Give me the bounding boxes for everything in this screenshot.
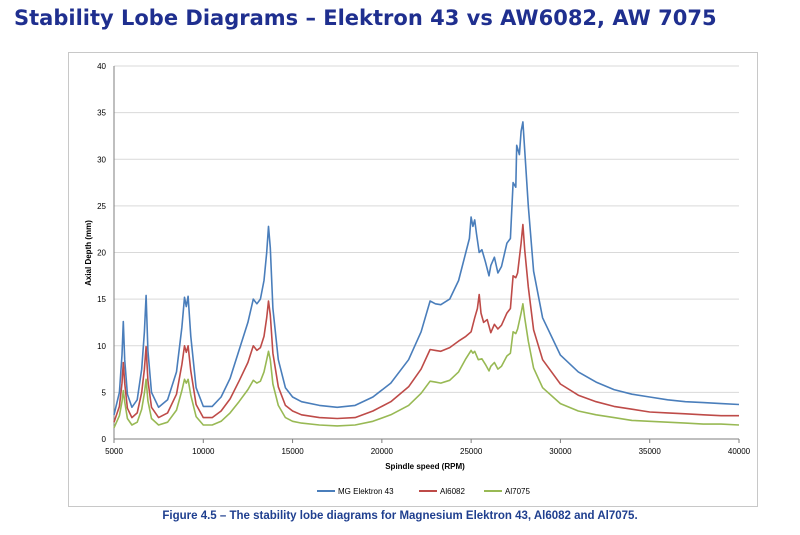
x-tick-label: 5000 bbox=[105, 447, 123, 456]
y-tick-label: 30 bbox=[97, 155, 106, 164]
legend-label: MG Elektron 43 bbox=[338, 487, 394, 496]
y-tick-label: 10 bbox=[97, 342, 106, 351]
y-tick-label: 15 bbox=[97, 295, 106, 304]
y-tick-label: 20 bbox=[97, 249, 106, 258]
legend-label: Al6082 bbox=[440, 487, 465, 496]
grid-lines bbox=[114, 65, 739, 393]
figure-frame: 0 5 10 15 20 25 30 35 40 5000 10000 15000 20000 25000… bbox=[68, 52, 758, 507]
axes bbox=[113, 66, 740, 443]
legend-label: Al7075 bbox=[505, 487, 530, 496]
tick-labels: 0 5 10 15 20 25 30 35 40 5000 10000 15000 20000 25000… bbox=[97, 62, 751, 456]
figure-caption: Figure 4.5 – The stability lobe diagrams… bbox=[162, 510, 638, 522]
chart-legend: MG Elektron 43 Al6082 Al7075 bbox=[317, 487, 530, 496]
x-tick-label: 25000 bbox=[460, 447, 483, 456]
y-axis-label: Axial Depth (mm) bbox=[84, 220, 93, 286]
x-tick-label: 10000 bbox=[192, 447, 215, 456]
x-tick-label: 35000 bbox=[639, 447, 662, 456]
y-tick-label: 0 bbox=[102, 435, 107, 444]
x-axis-label: Spindle speed (RPM) bbox=[385, 462, 465, 471]
series-line-2 bbox=[113, 223, 739, 423]
y-tick-label: 5 bbox=[102, 388, 107, 397]
x-tick-label: 30000 bbox=[549, 447, 572, 456]
y-tick-label: 40 bbox=[97, 62, 106, 71]
y-tick-label: 25 bbox=[97, 202, 106, 211]
x-tick-label: 15000 bbox=[281, 447, 304, 456]
slide-title: Stability Lobe Diagrams – Elektron 43 vs… bbox=[14, 6, 717, 30]
stability-lobe-chart: 0 5 10 15 20 25 30 35 40 5000 10000 15000 20000 25000… bbox=[84, 62, 751, 496]
x-tick-label: 20000 bbox=[371, 447, 394, 456]
series-lines bbox=[113, 121, 740, 429]
series-line-3 bbox=[113, 303, 740, 429]
x-tick-label: 40000 bbox=[728, 447, 751, 456]
series-line-1 bbox=[113, 121, 740, 415]
y-tick-label: 35 bbox=[97, 109, 106, 118]
